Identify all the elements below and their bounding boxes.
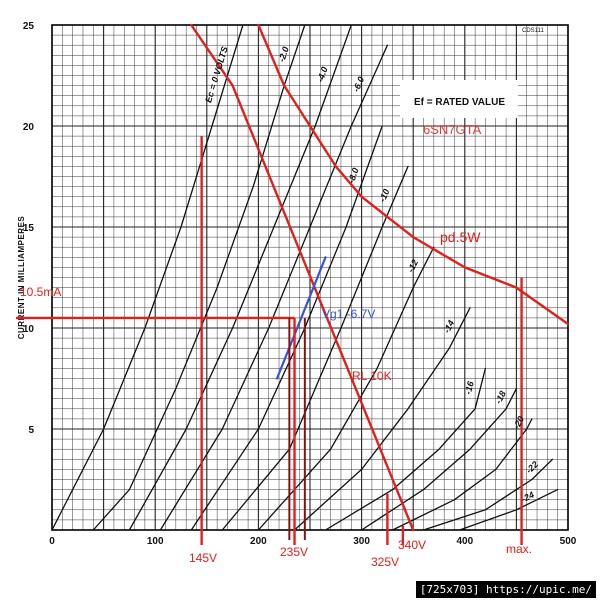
series-line	[257, 246, 435, 531]
annotation-overlays	[16, 23, 570, 545]
header-box	[400, 80, 518, 118]
voltage-marker-label: 340V	[398, 538, 426, 552]
voltage-marker-label: max.	[506, 542, 532, 556]
series-label: -2.0	[276, 45, 290, 63]
series-line	[422, 458, 554, 531]
x-tick-label: 200	[250, 536, 267, 547]
bias-line	[275, 256, 327, 380]
series-line	[159, 44, 389, 531]
axes: 0 100 200 300 400 500 5 10 15 20 25 CURRENT IN MILL…	[17, 21, 577, 547]
bias-line-label: Vg1 -6.7V	[322, 307, 375, 321]
x-tick-label: 100	[147, 536, 164, 547]
load-line	[190, 23, 415, 532]
y-axis-title: CURRENT IN MILLIAMPERES	[17, 216, 26, 340]
voltage-marker-label: 235V	[280, 545, 308, 559]
voltage-marker-label: 325V	[371, 555, 399, 569]
x-tick-label: 0	[49, 536, 55, 547]
plate-dissipation-label: pd.5W	[440, 229, 481, 245]
header-text: Ef = RATED VALUE	[414, 97, 505, 108]
series-label: -8.0	[346, 167, 361, 185]
current-marker-label: 10.5mA	[20, 285, 61, 299]
y-tick-label: 10	[23, 324, 35, 335]
x-tick-label: 300	[353, 536, 370, 547]
series-line	[458, 488, 559, 531]
load-line-label: RL 10K	[352, 369, 392, 383]
chart-title: 6SN7GTA	[423, 122, 482, 137]
series-line	[128, 24, 352, 531]
series-line	[293, 307, 471, 531]
y-tick-label: 20	[23, 122, 35, 133]
series-line	[221, 165, 409, 531]
series-label: -16	[463, 379, 476, 395]
corner-code: CDS111	[522, 28, 544, 34]
x-tick-label: 400	[456, 536, 473, 547]
plot-frame	[51, 24, 569, 531]
series-line	[51, 24, 244, 531]
y-tick-label: 15	[23, 223, 35, 234]
series-line	[391, 418, 533, 531]
plate-dissipation-curve	[257, 23, 570, 326]
series-line	[324, 367, 487, 531]
y-tick-label: 25	[23, 21, 35, 32]
series-label: -4.0	[315, 65, 330, 83]
voltage-marker-label: 145V	[189, 551, 217, 565]
x-tick-label: 500	[560, 536, 577, 547]
series-label: -10	[377, 188, 391, 204]
y-tick-label: 5	[28, 425, 34, 436]
watermark: [725x703] https://upic.me/	[415, 581, 596, 598]
